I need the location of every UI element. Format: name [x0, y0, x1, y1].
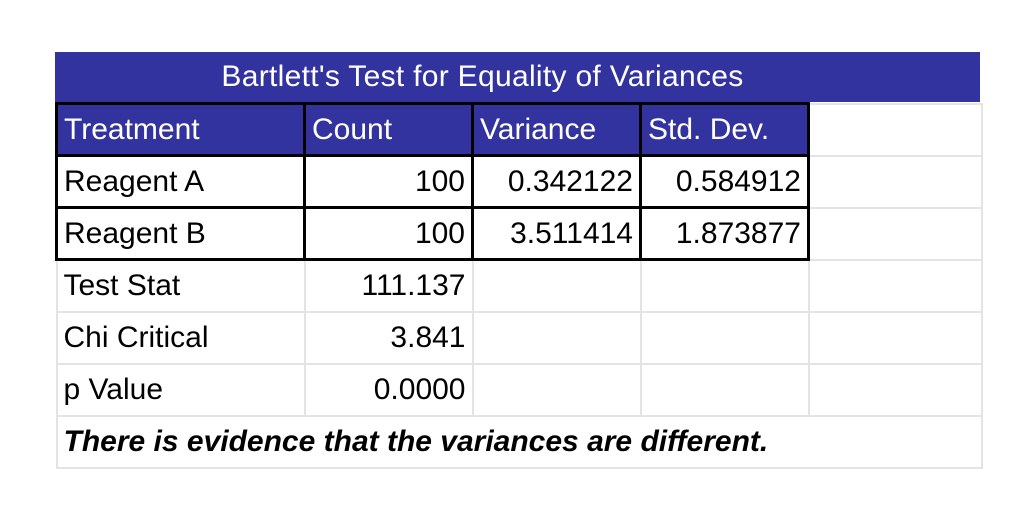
stat-value[interactable]: 111.137	[303, 258, 474, 313]
empty-cell[interactable]	[807, 258, 983, 313]
count-cell[interactable]: 100	[303, 154, 474, 209]
count-cell[interactable]: 100	[303, 206, 474, 261]
stat-row: Test Stat 111.137	[55, 258, 983, 313]
table-row: Reagent B 100 3.511414 1.873877	[55, 206, 983, 261]
variance-cell[interactable]: 3.511414	[471, 206, 642, 261]
stat-row: p Value 0.0000	[55, 362, 983, 417]
empty-cell[interactable]	[639, 258, 810, 313]
empty-cell[interactable]	[807, 102, 983, 157]
empty-cell[interactable]	[471, 310, 642, 365]
stat-row: Chi Critical 3.841	[55, 310, 983, 365]
std-dev-cell[interactable]: 1.873877	[639, 206, 810, 261]
header-count[interactable]: Count	[303, 102, 474, 157]
table-row: Reagent A 100 0.342122 0.584912	[55, 154, 983, 209]
empty-cell[interactable]	[807, 310, 983, 365]
treatment-cell[interactable]: Reagent B	[55, 206, 306, 261]
header-row: Treatment Count Variance Std. Dev.	[55, 102, 983, 157]
stat-label[interactable]: Test Stat	[55, 258, 306, 313]
empty-cell[interactable]	[807, 154, 983, 209]
variance-cell[interactable]: 0.342122	[471, 154, 642, 209]
table-title: Bartlett's Test for Equality of Variance…	[55, 52, 980, 102]
results-grid: Treatment Count Variance Std. Dev. Reage…	[55, 102, 983, 469]
header-variance[interactable]: Variance	[471, 102, 642, 157]
conclusion-row: There is evidence that the variances are…	[55, 414, 983, 469]
treatment-cell[interactable]: Reagent A	[55, 154, 306, 209]
empty-cell[interactable]	[639, 310, 810, 365]
stat-label[interactable]: p Value	[55, 362, 306, 417]
bartlett-test-table: Bartlett's Test for Equality of Variance…	[55, 52, 983, 470]
empty-cell[interactable]	[471, 362, 642, 417]
stat-value[interactable]: 3.841	[303, 310, 474, 365]
empty-cell[interactable]	[807, 206, 983, 261]
stat-label[interactable]: Chi Critical	[55, 310, 306, 365]
empty-cell[interactable]	[807, 362, 983, 417]
std-dev-cell[interactable]: 0.584912	[639, 154, 810, 209]
empty-cell[interactable]	[639, 362, 810, 417]
header-treatment[interactable]: Treatment	[55, 102, 306, 157]
stat-value[interactable]: 0.0000	[303, 362, 474, 417]
header-std-dev[interactable]: Std. Dev.	[639, 102, 810, 157]
empty-cell[interactable]	[471, 258, 642, 313]
conclusion-text[interactable]: There is evidence that the variances are…	[55, 414, 983, 469]
